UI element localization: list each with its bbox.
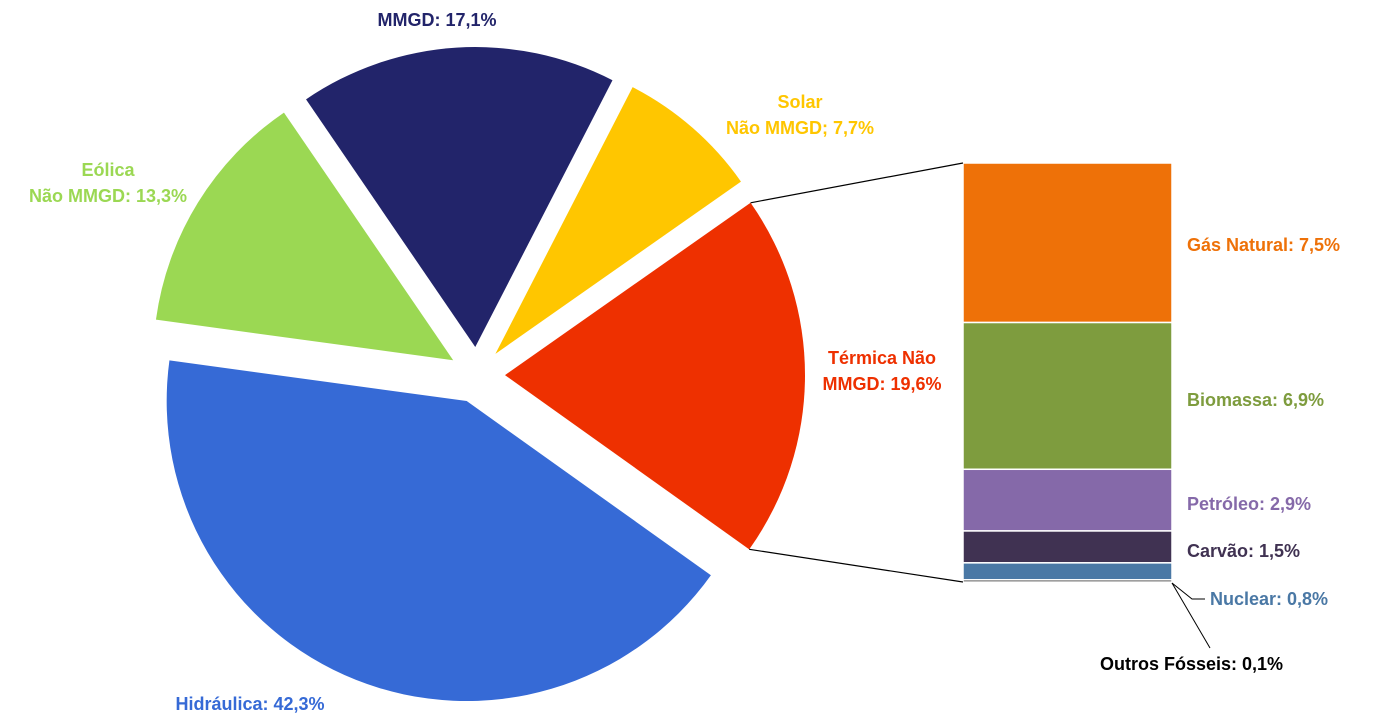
- data-label: Outros Fósseis: 0,1%: [1100, 654, 1283, 674]
- leader-line: [1171, 582, 1205, 600]
- data-label-line: MMGD: 19,6%: [822, 374, 941, 394]
- data-label-line: Nuclear: 0,8%: [1210, 589, 1328, 609]
- data-label-line: Gás Natural: 7,5%: [1187, 235, 1340, 255]
- data-label-line: MMGD: 17,1%: [377, 10, 496, 30]
- data-label: Solar Não MMGD; 7,7%: [726, 92, 874, 138]
- data-label-line: Biomassa: 6,9%: [1187, 390, 1324, 410]
- bar-segment: [962, 530, 1173, 564]
- data-label-line: Não MMGD: 13,3%: [29, 186, 187, 206]
- pie-slice: [166, 360, 711, 702]
- data-label-line: Carvão: 1,5%: [1187, 541, 1300, 561]
- data-label-line: Não MMGD; 7,7%: [726, 118, 874, 138]
- data-label: Eólica Não MMGD: 13,3%: [29, 160, 187, 206]
- data-label: Nuclear: 0,8%: [1210, 589, 1328, 609]
- bar-segment: [962, 162, 1173, 324]
- pie-slice: [495, 87, 741, 354]
- leader-line: [1171, 582, 1211, 649]
- connector-line: [750, 162, 964, 204]
- bar-segment: [962, 321, 1173, 471]
- data-label: Biomassa: 6,9%: [1187, 390, 1324, 410]
- pie-slice: [155, 112, 454, 361]
- data-label: Térmica Não MMGD: 19,6%: [822, 348, 941, 394]
- data-label-line: Eólica: [81, 160, 135, 180]
- pie-slice: [504, 202, 805, 550]
- bar-segment: [962, 468, 1173, 532]
- data-label-line: Solar: [777, 92, 822, 112]
- data-label: MMGD: 17,1%: [377, 10, 496, 30]
- data-label-line: Térmica Não: [828, 348, 936, 368]
- data-label: Gás Natural: 7,5%: [1187, 235, 1340, 255]
- connector-line: [749, 548, 964, 583]
- data-label: Hidráulica: 42,3%: [175, 694, 324, 714]
- bar-segment: [962, 579, 1173, 583]
- data-label-line: Petróleo: 2,9%: [1187, 494, 1311, 514]
- data-label-line: Hidráulica: 42,3%: [175, 694, 324, 714]
- pie-slice: [306, 47, 613, 348]
- data-label-line: Outros Fósseis: 0,1%: [1100, 654, 1283, 674]
- data-label: Petróleo: 2,9%: [1187, 494, 1311, 514]
- data-label: Carvão: 1,5%: [1187, 541, 1300, 561]
- bar-segment: [962, 562, 1173, 581]
